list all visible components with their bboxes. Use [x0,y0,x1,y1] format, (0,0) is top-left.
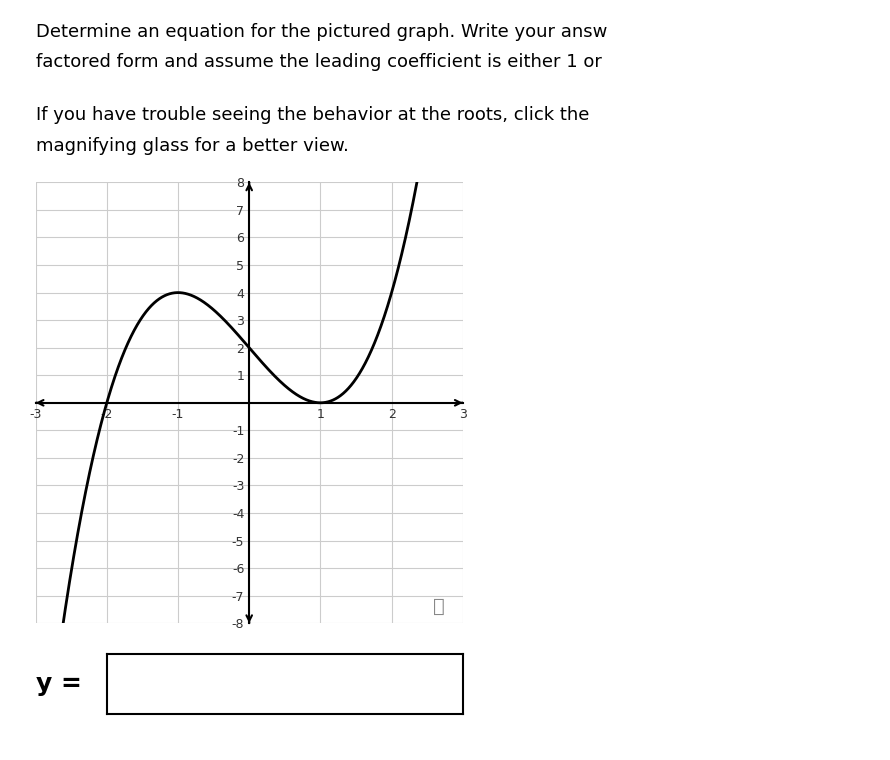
Text: If you have trouble seeing the behavior at the roots, click the: If you have trouble seeing the behavior … [36,106,589,125]
Text: Determine an equation for the pictured graph. Write your answ: Determine an equation for the pictured g… [36,23,607,41]
Text: factored form and assume the leading coefficient is either 1 or: factored form and assume the leading coe… [36,53,602,71]
Text: magnifying glass for a better view.: magnifying glass for a better view. [36,137,349,155]
Text: y =: y = [36,672,82,696]
Text: 🔍: 🔍 [433,597,445,616]
